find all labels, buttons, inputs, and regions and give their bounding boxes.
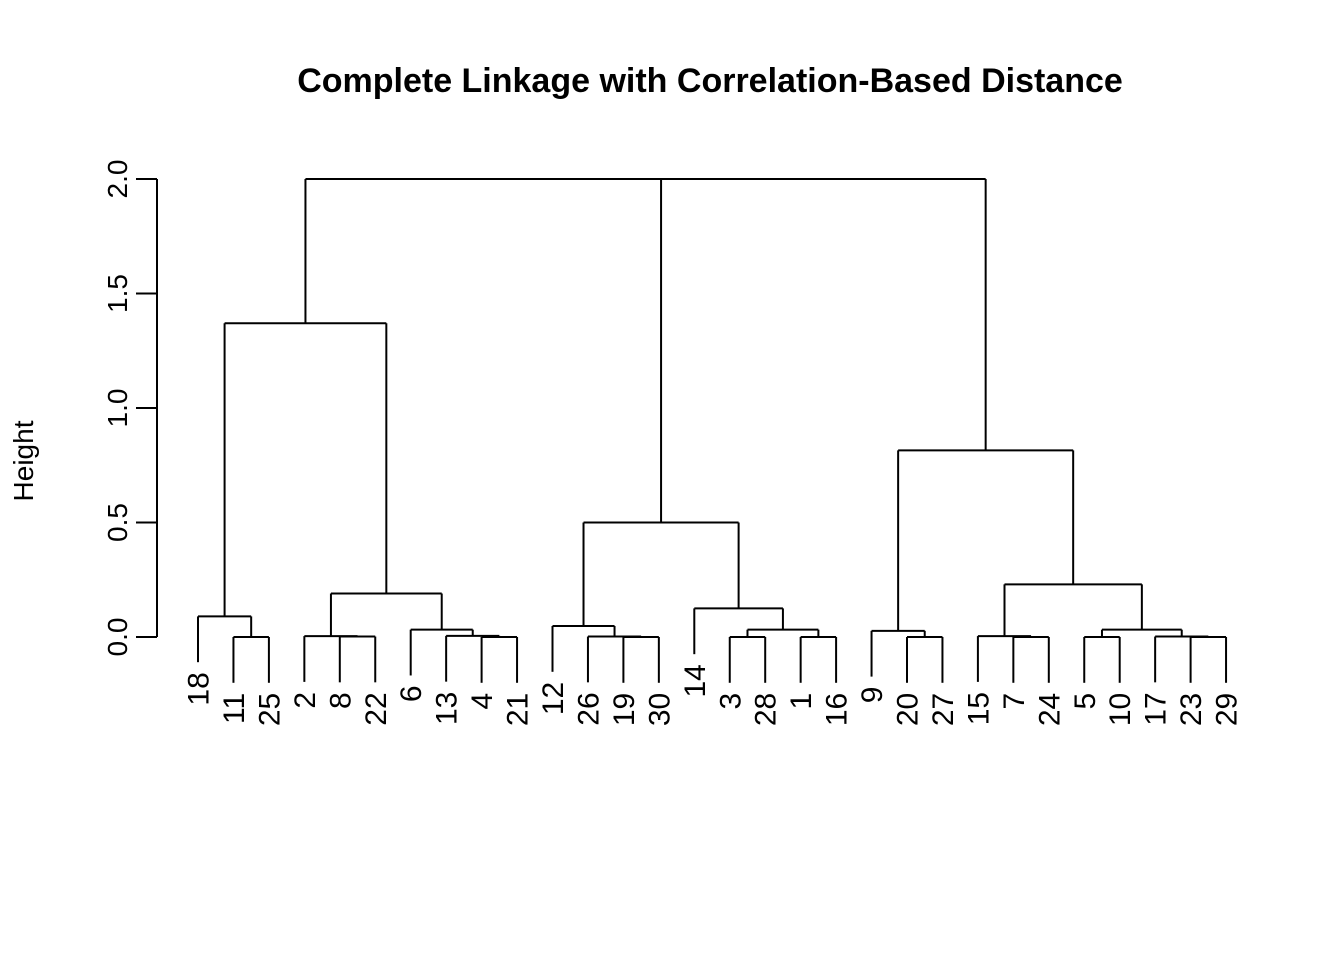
leaf-label: 15 <box>962 692 995 725</box>
leaf-label: 9 <box>856 687 889 704</box>
dendrogram-tree <box>197 178 1228 683</box>
leaf-label: 21 <box>502 693 535 726</box>
leaf-label: 6 <box>395 685 428 702</box>
leaf-label: 23 <box>1175 693 1208 726</box>
y-tick-label: 1.0 <box>102 389 133 428</box>
leaf-label: 2 <box>289 692 322 709</box>
leaf-label: 3 <box>714 693 747 710</box>
leaf-label: 18 <box>183 672 216 705</box>
leaf-label: 20 <box>892 693 925 726</box>
leaf-label: 8 <box>324 692 357 709</box>
y-tick-label: 0.0 <box>102 618 133 657</box>
leaf-label: 19 <box>608 693 641 726</box>
leaf-label: 28 <box>750 693 783 726</box>
y-axis: 0.0 0.5 1.0 1.5 2.0 <box>102 160 158 657</box>
leaf-label: 5 <box>1069 693 1102 710</box>
leaf-label: 1 <box>785 693 818 710</box>
leaf-label: 16 <box>821 693 854 726</box>
chart-title: Complete Linkage with Correlation-Based … <box>297 62 1123 100</box>
leaf-label: 4 <box>466 693 499 710</box>
leaf-label: 7 <box>998 693 1031 710</box>
leaf-label: 27 <box>927 693 960 726</box>
y-tick-label: 0.5 <box>102 503 133 542</box>
leaf-label: 29 <box>1211 693 1244 726</box>
leaf-label: 25 <box>253 693 286 726</box>
leaf-label: 13 <box>431 692 464 725</box>
leaf-label: 17 <box>1140 692 1173 725</box>
y-tick-label: 1.5 <box>102 274 133 313</box>
y-axis-label: Height <box>8 420 39 501</box>
leaf-label: 10 <box>1104 693 1137 726</box>
leaf-label: 14 <box>679 664 712 697</box>
leaf-label: 12 <box>537 682 570 715</box>
leaf-label: 22 <box>360 692 393 725</box>
leaf-label: 26 <box>572 692 605 725</box>
y-tick-label: 2.0 <box>102 160 133 199</box>
leaf-label: 11 <box>218 693 251 724</box>
leaf-label: 24 <box>1033 693 1066 726</box>
leaf-label: 30 <box>643 693 676 726</box>
